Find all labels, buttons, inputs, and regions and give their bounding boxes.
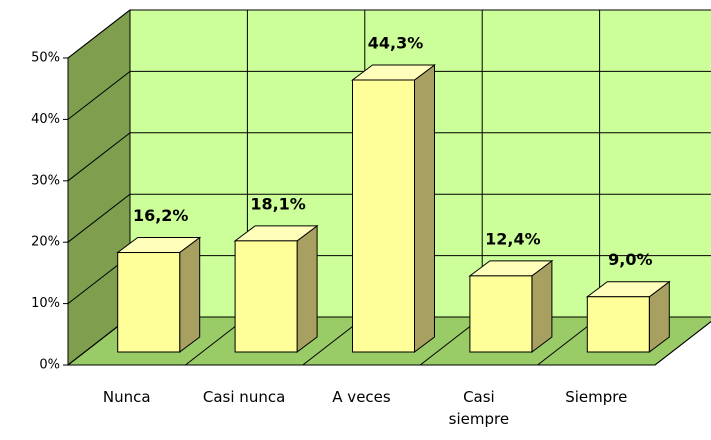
y-tick-label: 50% — [31, 51, 60, 66]
data-label: 9,0% — [608, 250, 652, 269]
y-tick-label: 20% — [31, 235, 60, 250]
y-tick-label: 0% — [39, 358, 60, 373]
grid-line — [67, 193, 711, 243]
grid-line — [67, 70, 711, 120]
floor-line — [654, 321, 711, 366]
grid-line — [67, 132, 711, 182]
x-tick-label: Casi siempre — [448, 388, 510, 428]
data-label: 12,4% — [485, 229, 541, 248]
bar-side — [296, 224, 318, 353]
bar — [352, 79, 415, 353]
grid-line — [67, 9, 711, 59]
bar-side — [531, 259, 553, 353]
bar — [469, 275, 533, 353]
x-tick-label: Casi nunca — [202, 388, 286, 406]
data-label: 18,1% — [250, 194, 306, 213]
y-tick-label: 10% — [31, 296, 60, 311]
x-tick-label: Nunca — [102, 388, 151, 406]
y-tick-label: 30% — [31, 173, 60, 188]
data-label: 16,2% — [133, 206, 189, 225]
x-tick-label: A veces — [332, 388, 391, 406]
bar-side — [179, 236, 201, 353]
y-tick-label: 40% — [31, 112, 60, 127]
data-label: 44,3% — [368, 33, 424, 52]
bar — [586, 296, 650, 353]
bar — [234, 240, 298, 353]
bar-side — [414, 63, 435, 353]
bar — [117, 252, 181, 353]
x-tick-label: Siempre — [565, 388, 628, 406]
